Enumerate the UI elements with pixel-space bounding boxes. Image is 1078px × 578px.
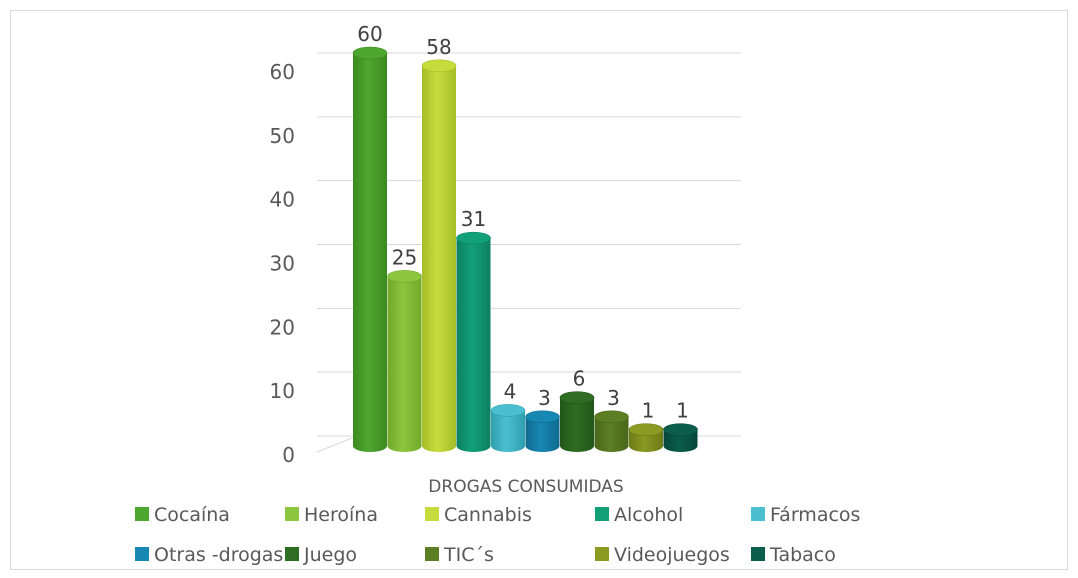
legend-item: Alcohol bbox=[595, 504, 683, 526]
data-label: 1 bbox=[642, 399, 655, 423]
bar bbox=[490, 404, 526, 452]
legend-swatch bbox=[425, 507, 439, 521]
legend-label: Fármacos bbox=[770, 504, 860, 526]
legend-swatch bbox=[135, 547, 149, 561]
y-tick-label: 0 bbox=[282, 443, 295, 467]
legend-swatch bbox=[751, 507, 765, 521]
legend-label: Cocaína bbox=[154, 504, 230, 526]
bar bbox=[352, 46, 388, 452]
x-category-label: DROGAS CONSUMIDAS bbox=[428, 477, 623, 497]
bar bbox=[559, 391, 595, 452]
legend-swatch bbox=[135, 507, 149, 521]
legend-item: Tabaco bbox=[751, 544, 836, 566]
y-tick-label: 60 bbox=[270, 60, 295, 84]
data-label: 1 bbox=[676, 399, 689, 423]
y-tick-label: 50 bbox=[270, 124, 295, 148]
legend-swatch bbox=[751, 547, 765, 561]
bars bbox=[352, 46, 698, 452]
legend-item: Videojuegos bbox=[595, 544, 730, 566]
bar bbox=[628, 423, 664, 452]
legend-label: Videojuegos bbox=[614, 544, 730, 566]
legend-item: Cannabis bbox=[425, 504, 532, 526]
legend-item: Cocaína bbox=[135, 504, 230, 526]
legend-swatch bbox=[285, 547, 299, 561]
legend-label: Cannabis bbox=[444, 504, 532, 526]
bar bbox=[421, 59, 457, 452]
legend-label: Juego bbox=[303, 544, 357, 566]
y-tick-label: 20 bbox=[270, 315, 295, 339]
data-label: 4 bbox=[504, 379, 517, 403]
data-label: 58 bbox=[426, 35, 451, 59]
data-label: 3 bbox=[538, 386, 551, 410]
y-tick-label: 30 bbox=[270, 252, 295, 276]
legend: Cocaína Heroína Cannabis Alcohol Fármacos Otr… bbox=[135, 504, 860, 566]
bar bbox=[525, 410, 560, 452]
data-label: 6 bbox=[573, 367, 586, 391]
legend-item: Otras -drogas bbox=[135, 544, 283, 566]
legend-item: TIC´s bbox=[425, 544, 494, 566]
legend-swatch bbox=[285, 507, 299, 521]
data-label: 3 bbox=[607, 386, 620, 410]
legend-swatch bbox=[595, 507, 609, 521]
legend-label: Tabaco bbox=[769, 544, 836, 566]
bar bbox=[456, 231, 491, 452]
bar bbox=[663, 423, 698, 452]
legend-label: Otras -drogas bbox=[154, 544, 283, 566]
y-tick-label: 10 bbox=[270, 379, 295, 403]
data-label: 60 bbox=[357, 22, 382, 46]
y-axis-ticks: 0 10 20 30 40 50 60 bbox=[270, 60, 295, 467]
legend-item: Heroína bbox=[285, 504, 378, 526]
legend-label: Heroína bbox=[304, 504, 378, 526]
legend-item: Juego bbox=[285, 544, 357, 566]
legend-swatch bbox=[595, 547, 609, 561]
legend-label: TIC´s bbox=[443, 544, 494, 566]
legend-swatch bbox=[425, 547, 439, 561]
bar bbox=[387, 270, 422, 452]
chart-container: 0 10 20 30 40 50 60 60 25 58 31 4 3 6 3 1 1 DROGAS CONS… bbox=[10, 10, 1068, 570]
y-tick-label: 40 bbox=[270, 188, 295, 212]
data-label: 31 bbox=[461, 207, 486, 231]
legend-item: Fármacos bbox=[751, 504, 860, 526]
bar bbox=[594, 410, 629, 452]
legend-label: Alcohol bbox=[614, 504, 683, 526]
data-label: 25 bbox=[392, 245, 417, 269]
